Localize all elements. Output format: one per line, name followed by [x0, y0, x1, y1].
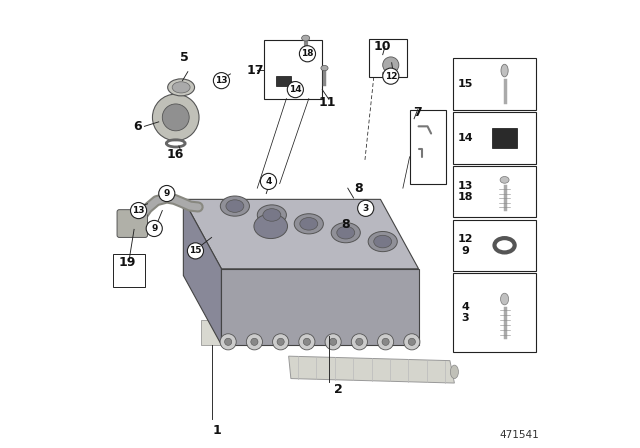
- Text: 471541: 471541: [500, 430, 540, 440]
- Ellipse shape: [263, 209, 281, 221]
- Text: 14: 14: [458, 133, 474, 143]
- Text: 8: 8: [342, 218, 350, 232]
- Ellipse shape: [500, 293, 509, 305]
- FancyBboxPatch shape: [493, 128, 516, 148]
- Text: 14: 14: [289, 85, 301, 94]
- Polygon shape: [221, 269, 419, 345]
- Ellipse shape: [451, 365, 458, 379]
- Ellipse shape: [500, 177, 509, 183]
- Bar: [453, 58, 536, 110]
- Circle shape: [383, 57, 399, 73]
- Ellipse shape: [301, 35, 310, 41]
- Circle shape: [225, 338, 232, 345]
- Text: 7: 7: [413, 105, 422, 119]
- Text: 8: 8: [354, 181, 362, 195]
- Bar: [410, 110, 446, 184]
- Text: 13: 13: [132, 206, 145, 215]
- Ellipse shape: [332, 223, 360, 243]
- Text: 11: 11: [319, 95, 337, 109]
- Circle shape: [163, 104, 189, 131]
- Bar: [453, 166, 536, 217]
- Polygon shape: [201, 320, 419, 345]
- Text: 2: 2: [333, 383, 342, 396]
- Ellipse shape: [254, 214, 287, 238]
- Circle shape: [356, 338, 363, 345]
- Ellipse shape: [226, 200, 244, 212]
- Circle shape: [382, 338, 389, 345]
- Polygon shape: [183, 199, 419, 269]
- Text: 4
3: 4 3: [461, 302, 470, 323]
- Circle shape: [330, 338, 337, 345]
- Text: 12: 12: [385, 72, 397, 81]
- FancyBboxPatch shape: [276, 76, 291, 86]
- Circle shape: [351, 334, 367, 350]
- Circle shape: [213, 73, 230, 89]
- Circle shape: [251, 338, 258, 345]
- Text: 12
9: 12 9: [458, 234, 474, 256]
- Text: 10: 10: [373, 40, 390, 53]
- Text: 9: 9: [164, 189, 170, 198]
- Circle shape: [300, 46, 316, 62]
- Bar: [369, 39, 407, 77]
- Bar: [453, 112, 536, 164]
- Ellipse shape: [337, 226, 355, 239]
- Bar: [453, 220, 536, 271]
- Bar: [264, 40, 323, 99]
- Polygon shape: [289, 356, 454, 383]
- Circle shape: [383, 68, 399, 84]
- Circle shape: [277, 338, 284, 345]
- Text: 17: 17: [246, 64, 264, 77]
- Text: 16: 16: [167, 148, 184, 161]
- Text: 9: 9: [151, 224, 157, 233]
- Text: 4: 4: [266, 177, 271, 186]
- Ellipse shape: [501, 64, 508, 77]
- Circle shape: [131, 202, 147, 219]
- Ellipse shape: [172, 82, 190, 93]
- Ellipse shape: [300, 218, 317, 230]
- Circle shape: [260, 173, 276, 190]
- Text: 6: 6: [133, 120, 142, 133]
- Circle shape: [404, 334, 420, 350]
- Ellipse shape: [374, 235, 392, 248]
- Circle shape: [299, 334, 315, 350]
- Ellipse shape: [257, 205, 287, 225]
- Ellipse shape: [321, 65, 328, 71]
- Circle shape: [188, 243, 204, 259]
- Ellipse shape: [368, 232, 397, 252]
- Bar: [113, 254, 145, 287]
- Circle shape: [408, 338, 415, 345]
- Text: 19: 19: [118, 256, 136, 270]
- Circle shape: [287, 82, 303, 98]
- Ellipse shape: [294, 214, 323, 234]
- Polygon shape: [183, 199, 221, 345]
- Ellipse shape: [220, 196, 250, 216]
- Bar: [453, 273, 536, 352]
- Circle shape: [303, 338, 310, 345]
- Circle shape: [325, 334, 341, 350]
- Text: 1: 1: [212, 423, 221, 437]
- FancyBboxPatch shape: [117, 210, 147, 237]
- Text: 3: 3: [363, 204, 369, 213]
- Text: 5: 5: [180, 51, 189, 64]
- Circle shape: [246, 334, 262, 350]
- Circle shape: [159, 185, 175, 202]
- Ellipse shape: [168, 79, 195, 96]
- Text: 18: 18: [301, 49, 314, 58]
- Circle shape: [358, 200, 374, 216]
- Text: 13
18: 13 18: [458, 181, 474, 202]
- Text: 13: 13: [215, 76, 228, 85]
- Circle shape: [378, 334, 394, 350]
- Circle shape: [220, 334, 236, 350]
- Circle shape: [146, 220, 163, 237]
- Circle shape: [273, 334, 289, 350]
- Text: 15: 15: [458, 79, 474, 89]
- Circle shape: [152, 94, 199, 141]
- Text: 15: 15: [189, 246, 202, 255]
